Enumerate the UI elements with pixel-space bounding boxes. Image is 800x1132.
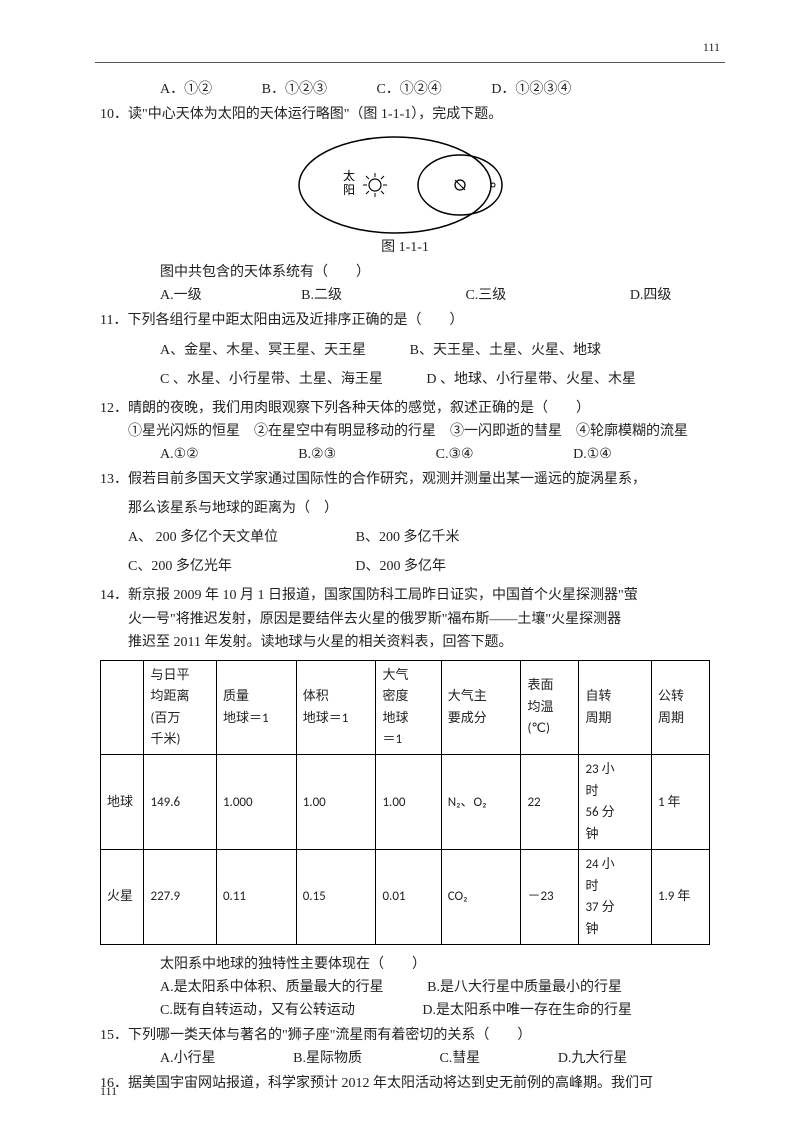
option-c: C.三级 [465,288,506,303]
q16-stem: 16．据美国宇宙网站报道，科学家预计 2012 年太阳活动将达到史无前例的高峰期… [100,1072,710,1095]
option-c: C、200 多亿光年 [128,559,232,574]
table-header: 体积地球＝1 [296,660,376,755]
q15-options: A.小行星 B.星际物质 C.彗星 D.九大行星 [100,1047,710,1070]
q14-stem: 14．新京报 2009 年 10 月 1 日报道，国家国防科工局昨日证实，中国首… [100,584,710,653]
option-a: A．①② [160,82,212,97]
option-d: D.九大行星 [558,1051,628,1066]
q14-options-1: A.是太阳系中体积、质量最大的行星 B.是八大行星中质量最小的行星 [100,976,710,999]
q11-options-2: C 、水星、小行星带、土星、海王星 D 、地球、小行星带、火星、木星 [100,368,710,391]
table-cell: 0.11 [216,850,296,945]
table-cell: 0.15 [296,850,376,945]
table-header: 大气密度地球＝1 [376,660,441,755]
q13-stem-2: 那么该星系与地球的距离为（ ） [100,497,710,520]
table-header: 自转周期 [579,660,651,755]
table-cell: CO₂ [441,850,521,945]
prev-question-options: A．①② B．①②③ C．①②④ D．①②③④ [100,78,710,101]
q13-options-1: A、 200 多亿个天文单位 B、200 多亿千米 [100,526,710,549]
table-cell: 1 年 [651,755,709,850]
option-b: B.星际物质 [293,1051,362,1066]
q11-options-1: A、金星、木星、冥王星、天王星 B、天王星、土星、火星、地球 [100,339,710,362]
option-d: D.①④ [573,447,612,462]
option-a: A.是太阳系中体积、质量最大的行星 [160,980,384,995]
option-a: A.小行星 [160,1051,216,1066]
option-c: C.既有自转运动，又有公转运动 [160,1003,355,1018]
option-d: D.四级 [630,288,672,303]
option-d: D 、地球、小行星带、火星、木星 [426,372,636,387]
figure-1-1-1: 太 阳 [285,130,525,240]
table-cell: 地球 [101,755,144,850]
table-header: 质量地球＝1 [216,660,296,755]
table-row: 地球 149.6 1.000 1.00 1.00 N₂、O₂ 22 23 小时5… [101,755,710,850]
table-cell: 227.9 [144,850,216,945]
q13-stem-1: 13．假若目前多国天文学家通过国际性的合作研究，观测并测量出某一遥远的旋涡星系， [100,468,710,491]
option-c: C．①②④ [376,82,441,97]
q14-sub: 太阳系中地球的独特性主要体现在（ ） [100,953,710,976]
table-header: 与日平均距离(百万千米) [144,660,216,755]
page: 111 A．①② B．①②③ C．①②④ D．①②③④ 10．读"中心天体为太阳… [0,0,800,1132]
option-d: D．①②③④ [491,82,571,97]
table-cell: －23 [521,850,579,945]
q10-stem: 10．读"中心天体为太阳的天体运行略图"（图 1-1-1），完成下题。 [100,103,710,126]
q14-options-2: C.既有自转运动，又有公转运动 D.是太阳系中唯一存在生命的行星 [100,999,710,1022]
q12-options: A.①② B.②③ C.③④ D.①④ [100,443,710,466]
content: A．①② B．①②③ C．①②④ D．①②③④ 10．读"中心天体为太阳的天体运… [100,78,710,1096]
page-number-top: 111 [703,38,720,58]
option-b: B．①②③ [262,82,327,97]
header-rule [95,62,725,63]
option-a: A、金星、木星、冥王星、天王星 [160,343,366,358]
option-a: A、 200 多亿个天文单位 [128,530,278,545]
q10-options: A.一级 B.二级 C.三级 D.四级 [100,284,710,307]
table-cell: 1.000 [216,755,296,850]
table-cell: 0.01 [376,850,441,945]
table-cell: 1.00 [376,755,441,850]
table-cell: 22 [521,755,579,850]
q15-stem: 15．下列哪一类天体与著名的"狮子座"流星雨有着密切的关系（ ） [100,1024,710,1047]
table-cell: 23 小时56 分钟 [579,755,651,850]
table-cell: 24 小时37 分钟 [579,850,651,945]
q12-stem-1: 12．晴朗的夜晚，我们用肉眼观察下列各种天体的感觉，叙述正确的是（ ） [100,397,710,420]
option-b: B.是八大行星中质量最小的行星 [427,980,622,995]
page-number-bottom: 111 [100,1082,117,1102]
option-d: D、200 多亿年 [355,559,446,574]
option-b: B.②③ [298,447,336,462]
q13-options-2: C、200 多亿光年 D、200 多亿年 [100,555,710,578]
table-header [101,660,144,755]
option-a: A.一级 [160,288,202,303]
option-b: B、200 多亿千米 [356,530,460,545]
table-cell: 火星 [101,850,144,945]
planet-data-table: 与日平均距离(百万千米) 质量地球＝1 体积地球＝1 大气密度地球＝1 大气主要… [100,660,710,945]
option-c: C.③④ [436,447,474,462]
q11-stem: 11．下列各组行星中距太阳由远及近排序正确的是（ ） [100,309,710,332]
option-b: B、天王星、土星、火星、地球 [410,343,601,358]
table-cell: 1.9 年 [651,850,709,945]
option-b: B.二级 [301,288,342,303]
table-row: 火星 227.9 0.11 0.15 0.01 CO₂ －23 24 小时37 … [101,850,710,945]
sun-label: 太 [343,168,355,183]
option-c: C 、水星、小行星带、土星、海王星 [160,372,383,387]
table-cell: 149.6 [144,755,216,850]
option-c: C.彗星 [439,1051,480,1066]
svg-text:阳: 阳 [343,183,355,197]
option-a: A.①② [160,447,199,462]
table-header: 大气主要成分 [441,660,521,755]
q12-stem-2: ①星光闪烁的恒星 ②在星空中有明显移动的行星 ③一闪即逝的彗星 ④轮廓模糊的流星 [100,420,710,443]
table-cell: 1.00 [296,755,376,850]
q10-sub: 图中共包含的天体系统有（ ） [100,261,710,284]
table-header: 公转周期 [651,660,709,755]
option-d: D.是太阳系中唯一存在生命的行星 [422,1003,632,1018]
table-cell: N₂、O₂ [441,755,521,850]
table-header: 表面均温(℃) [521,660,579,755]
